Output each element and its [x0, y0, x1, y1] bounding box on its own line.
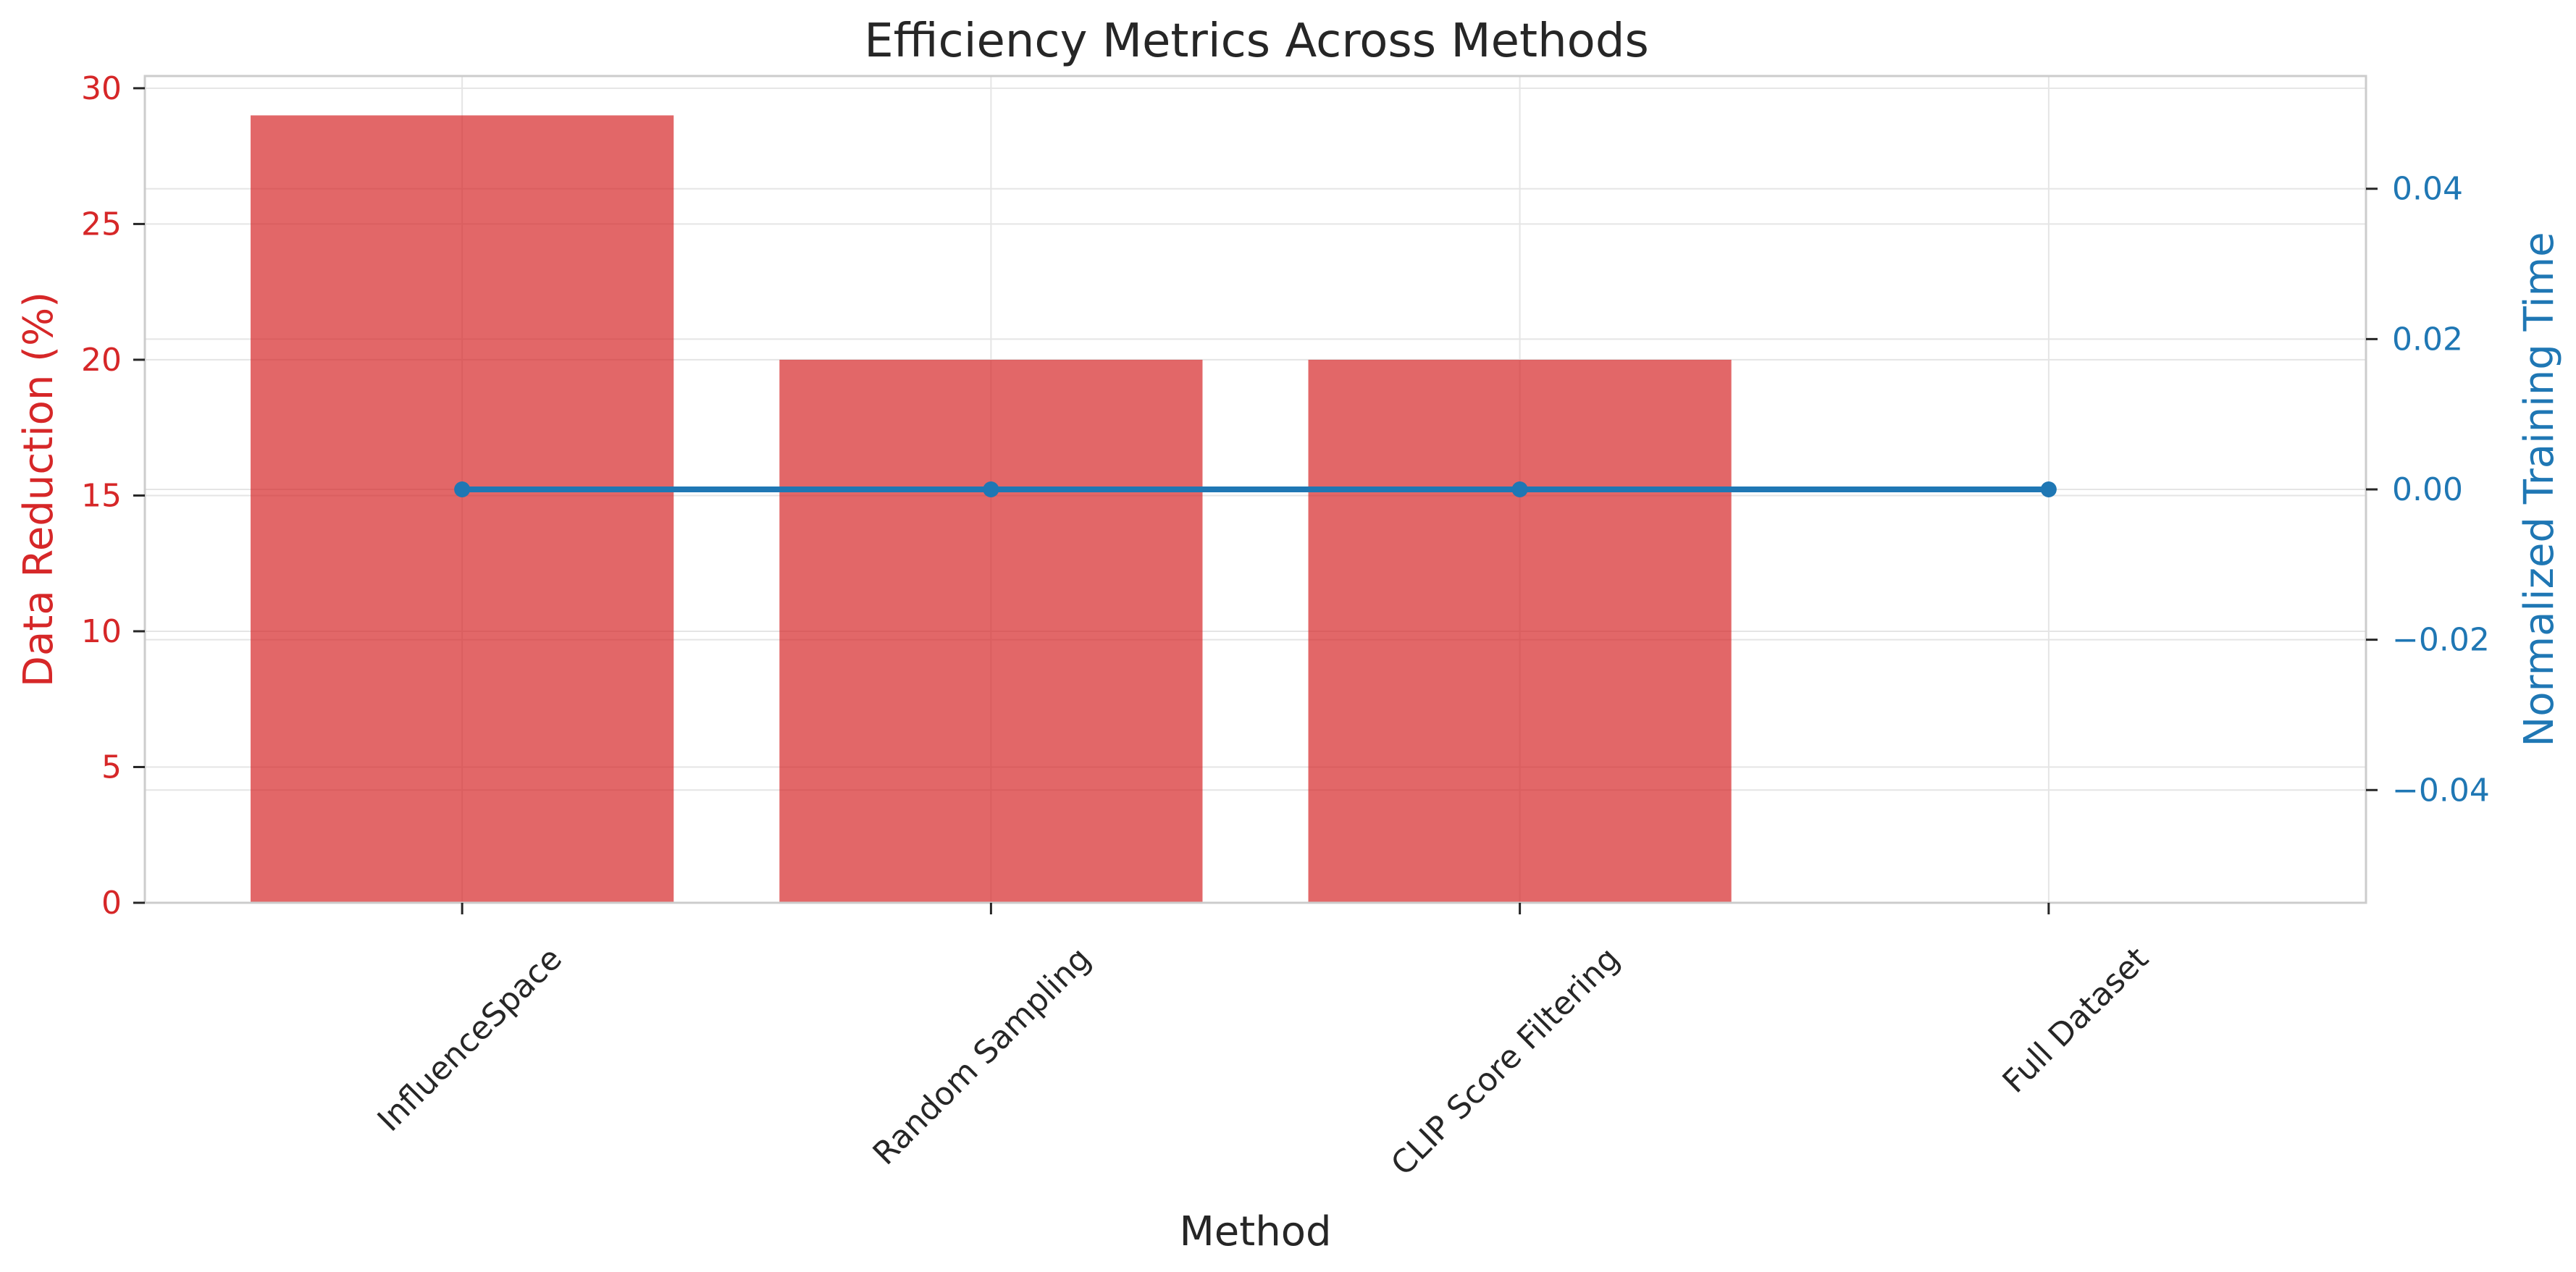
- right-tick-label: −0.02: [2392, 622, 2490, 659]
- left-tick-label: 10: [81, 613, 122, 650]
- line-point-0: [454, 481, 471, 497]
- y-axis-label: Data Reduction (%): [15, 292, 62, 687]
- left-tick-label: 15: [81, 477, 122, 514]
- chart-title: Efficiency Metrics Across Methods: [864, 14, 1649, 68]
- right-tick-label: 0.00: [2392, 471, 2463, 508]
- line-layer: [454, 481, 2057, 497]
- x-tick-label: Full Dataset: [1996, 940, 2156, 1100]
- x-tick-label: InfluenceSpace: [371, 940, 569, 1139]
- y2-axis-label: Normalized Training Time: [2516, 232, 2563, 746]
- left-axis-ticks: 0 5 10 15 20 25 30: [81, 70, 145, 922]
- x-axis-label: Method: [1179, 1208, 1331, 1255]
- x-tick-label: CLIP Score Filtering: [1384, 940, 1627, 1183]
- right-axis-ticks: −0.04 −0.02 0.00 0.02 0.04: [2366, 171, 2490, 809]
- x-axis-ticks: InfluenceSpace Random Sampling CLIP Score …: [371, 903, 2156, 1183]
- left-tick-label: 5: [101, 749, 122, 785]
- line-point-3: [2040, 481, 2057, 497]
- left-tick-label: 30: [81, 70, 122, 107]
- line-point-1: [983, 481, 999, 497]
- x-tick-label: Random Sampling: [866, 940, 1098, 1172]
- line-point-2: [1511, 481, 1528, 497]
- left-tick-label: 0: [101, 885, 122, 922]
- right-tick-label: 0.02: [2392, 321, 2463, 358]
- bar-1: [779, 359, 1203, 903]
- bar-2: [1308, 359, 1732, 903]
- right-tick-label: 0.04: [2392, 171, 2463, 208]
- left-tick-label: 25: [81, 206, 122, 243]
- bar-0: [251, 115, 674, 903]
- right-tick-label: −0.04: [2392, 772, 2490, 809]
- left-tick-label: 20: [81, 342, 122, 379]
- bar-layer: [251, 115, 1732, 903]
